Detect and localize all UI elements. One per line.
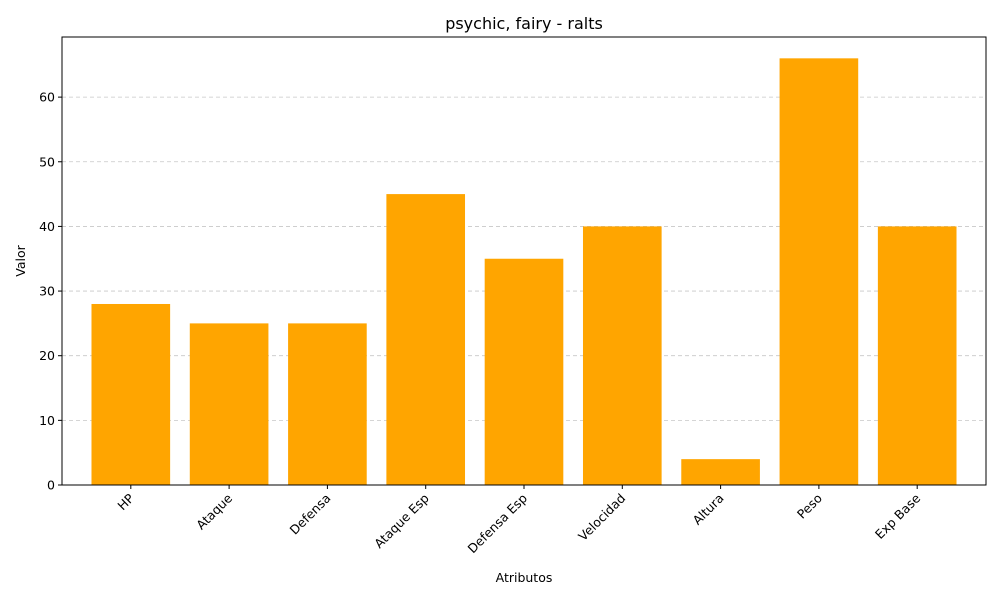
bar xyxy=(681,459,760,485)
bar xyxy=(877,226,957,486)
bar xyxy=(582,226,662,486)
x-tick-label: HP xyxy=(114,490,137,513)
x-tick-label: Velocidad xyxy=(575,491,628,544)
bar xyxy=(484,258,564,485)
y-axis-ticks: 0 10 20 30 40 50 60 xyxy=(39,90,62,493)
y-tick-label: 30 xyxy=(39,284,55,299)
x-axis-ticks: HP Ataque Defensa Ataque Esp Defensa Esp Velo… xyxy=(114,485,924,556)
x-axis-label: Atributos xyxy=(496,570,553,585)
y-axis-label: Valor xyxy=(13,244,28,276)
y-tick-label: 0 xyxy=(47,478,55,493)
bar xyxy=(288,323,367,485)
bar xyxy=(91,303,171,485)
y-tick-label: 50 xyxy=(39,154,55,169)
x-tick-label: Altura xyxy=(689,491,726,528)
x-tick-label: Defensa xyxy=(286,491,333,538)
x-tick-label: Defensa Esp xyxy=(464,490,530,556)
x-tick-label: Exp Base xyxy=(872,490,924,542)
x-tick-label: Peso xyxy=(794,491,825,522)
chart-title: psychic, fairy - ralts xyxy=(445,14,603,33)
y-tick-label: 20 xyxy=(39,348,55,363)
y-tick-label: 40 xyxy=(39,219,55,234)
bars xyxy=(91,58,957,486)
bar xyxy=(189,323,269,485)
y-tick-label: 10 xyxy=(39,413,55,428)
x-tick-label: Ataque Esp xyxy=(371,490,432,551)
bar xyxy=(386,194,466,485)
bar xyxy=(779,58,859,485)
x-tick-label: Ataque xyxy=(193,490,235,532)
y-tick-label: 60 xyxy=(39,90,55,105)
